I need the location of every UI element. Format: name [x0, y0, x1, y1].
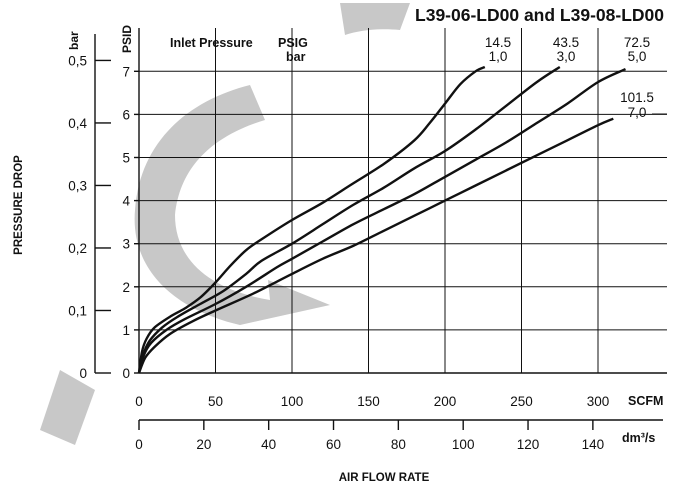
series-line-14.5	[137, 65, 486, 374]
x2-tick-label: 80	[391, 437, 406, 452]
y-tick-label: 7	[122, 64, 130, 79]
x2-tick-label: 40	[261, 437, 276, 452]
y-tick-label: 5	[122, 151, 130, 166]
series-line-72.5	[137, 68, 627, 374]
y2-tick-label: 0,2	[68, 241, 87, 256]
series-label-bar: 5,0	[628, 49, 647, 64]
y2-tick-label: 0,5	[68, 53, 87, 68]
watermark	[40, 3, 410, 445]
y-tick-label: 4	[122, 194, 130, 209]
series-label-psig: 101.5	[620, 90, 654, 105]
y-tick-label: 0	[122, 366, 130, 381]
series-label-psig: 72.5	[624, 35, 650, 50]
x2-tick-label: 120	[517, 437, 540, 452]
y-secondary-unit: bar	[67, 31, 81, 50]
x-tick-label: 150	[357, 394, 380, 409]
x2-tick-label: 140	[582, 437, 605, 452]
x2-tick-label: 20	[196, 437, 211, 452]
x-primary-unit: SCFM	[628, 394, 663, 408]
series-label-bar: 7,0	[628, 105, 647, 120]
y-axis-label: PRESSURE DROP	[13, 155, 25, 255]
legend-title: Inlet Pressure	[170, 36, 253, 50]
x-secondary-unit: dm³/s	[622, 431, 655, 445]
x2-tick-label: 60	[326, 437, 341, 452]
series-line-101.5	[137, 117, 614, 374]
series-label-psig: 43.5	[553, 35, 579, 50]
watermark-stroke-top	[340, 3, 410, 35]
series-label-bar: 3,0	[557, 49, 576, 64]
legend-psig-label: PSIG	[278, 36, 308, 50]
watermark-stroke-left	[40, 370, 95, 445]
watermark-stroke-arc	[134, 85, 330, 325]
x-tick-label: 250	[510, 394, 533, 409]
y-tick-label: 1	[122, 323, 130, 338]
x2-tick-label: 0	[135, 437, 143, 452]
legend-bar-label: bar	[286, 50, 306, 64]
x-tick-label: 200	[434, 394, 457, 409]
series-labels: 14.51,0 43.53,0 72.55,0 101.57,0	[485, 35, 667, 120]
chart-title: L39-06-LD00 and L39-08-LD00	[415, 5, 664, 25]
x2-tick-label: 100	[452, 437, 475, 452]
y2-tick-label: 0,4	[68, 116, 87, 131]
y2-tick-label: 0,1	[68, 303, 87, 318]
x-tick-label: 300	[587, 394, 610, 409]
x-tick-label: 100	[281, 394, 304, 409]
series-curves	[137, 65, 627, 374]
series-label-bar: 1,0	[489, 49, 508, 64]
series-line-43.5	[137, 65, 561, 374]
y2-tick-label: 0	[79, 366, 87, 381]
y-tick-label: 6	[122, 107, 130, 122]
x-axis-label: AIR FLOW RATE	[339, 472, 430, 484]
y2-tick-label: 0,3	[68, 178, 87, 193]
series-label-psig: 14.5	[485, 35, 511, 50]
y-tick-label: 3	[122, 237, 130, 252]
y-primary-unit: PSID	[120, 25, 134, 53]
y-tick-label: 2	[122, 280, 130, 295]
x-tick-label: 0	[135, 394, 143, 409]
x-tick-label: 50	[208, 394, 223, 409]
